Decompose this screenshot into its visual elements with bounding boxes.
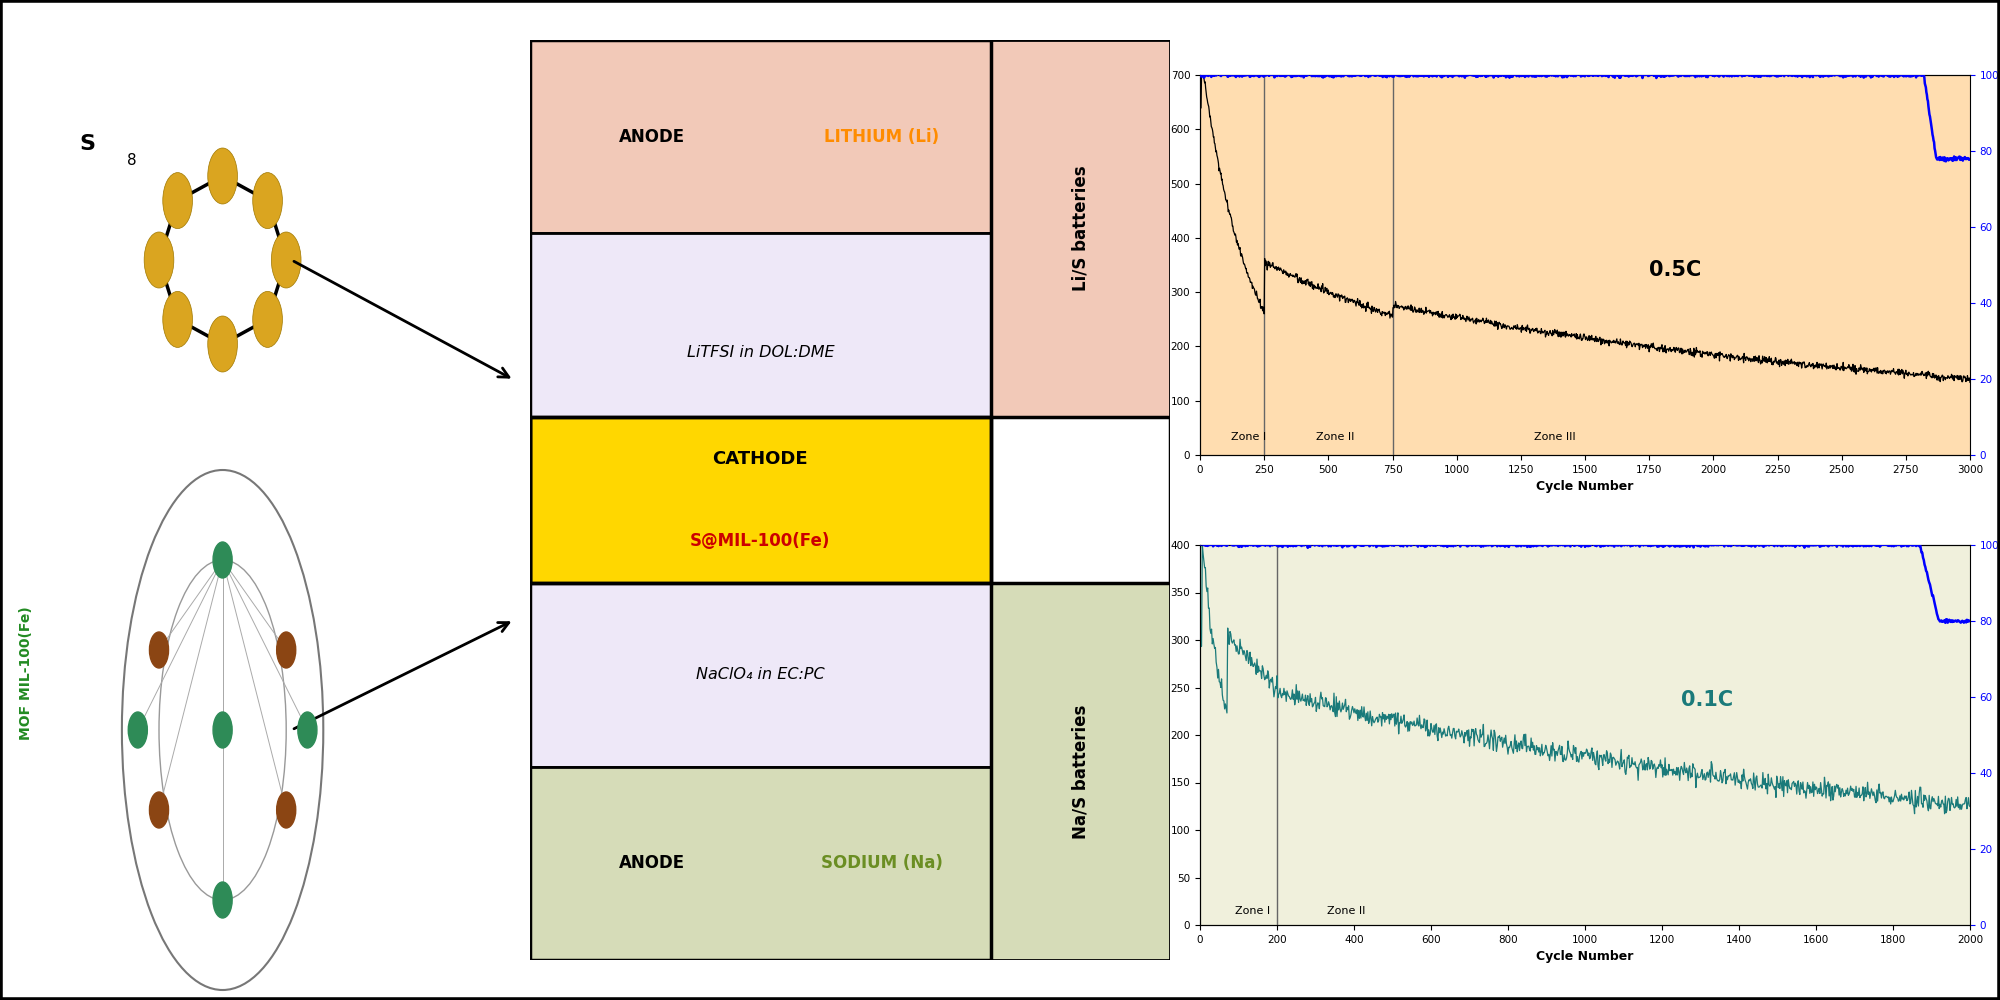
Text: MOF MIL-100(Fe): MOF MIL-100(Fe) <box>20 606 34 740</box>
Text: 8: 8 <box>128 153 136 168</box>
Circle shape <box>162 173 192 229</box>
Text: 0.5C: 0.5C <box>1650 260 1702 280</box>
Text: SODIUM (Na): SODIUM (Na) <box>822 854 942 872</box>
Text: LITHIUM (Li): LITHIUM (Li) <box>824 128 940 146</box>
Text: Zone III: Zone III <box>1534 432 1576 442</box>
Circle shape <box>128 712 148 748</box>
Circle shape <box>162 291 192 347</box>
Y-axis label: Specific Capacity (mAh/g): Specific Capacity (mAh/g) <box>1156 193 1166 337</box>
X-axis label: Cycle Number: Cycle Number <box>1536 950 1634 963</box>
Bar <box>530 767 990 960</box>
Text: CATHODE: CATHODE <box>712 450 808 468</box>
Bar <box>530 233 990 472</box>
Bar <box>990 583 1170 960</box>
Bar <box>530 40 990 233</box>
Text: Zone I: Zone I <box>1230 432 1266 442</box>
Circle shape <box>276 792 296 828</box>
Text: Li/S batteries: Li/S batteries <box>1072 166 1090 291</box>
Circle shape <box>150 792 168 828</box>
X-axis label: Cycle Number: Cycle Number <box>1536 480 1634 493</box>
Text: ANODE: ANODE <box>618 854 684 872</box>
Text: NaClO₄ in EC:PC: NaClO₄ in EC:PC <box>696 667 824 682</box>
Bar <box>728 960 792 997</box>
Circle shape <box>214 882 232 918</box>
Circle shape <box>272 232 302 288</box>
Circle shape <box>214 712 232 748</box>
Bar <box>530 583 990 767</box>
Bar <box>530 417 1170 583</box>
Bar <box>530 40 990 960</box>
Circle shape <box>208 316 238 372</box>
Circle shape <box>298 712 316 748</box>
Text: Zone II: Zone II <box>1328 906 1366 916</box>
Text: Na/S batteries: Na/S batteries <box>1072 704 1090 839</box>
Circle shape <box>252 173 282 229</box>
Circle shape <box>144 232 174 288</box>
Text: Zone I: Zone I <box>1234 906 1270 916</box>
Y-axis label: Specific Capacity (mAh/g): Specific Capacity (mAh/g) <box>1154 663 1164 807</box>
Circle shape <box>214 542 232 578</box>
Text: S@MIL-100(Fe): S@MIL-100(Fe) <box>690 532 830 550</box>
Circle shape <box>276 632 296 668</box>
Text: 0.1C: 0.1C <box>1682 690 1734 710</box>
Circle shape <box>208 148 238 204</box>
Text: S: S <box>80 134 96 154</box>
Text: ANODE: ANODE <box>618 128 684 146</box>
Bar <box>728 3 792 40</box>
Text: Zone II: Zone II <box>1316 432 1354 442</box>
Circle shape <box>252 291 282 347</box>
Bar <box>530 417 990 583</box>
Bar <box>990 40 1170 417</box>
Text: LiTFSI in DOL:DME: LiTFSI in DOL:DME <box>686 345 834 360</box>
Circle shape <box>150 632 168 668</box>
